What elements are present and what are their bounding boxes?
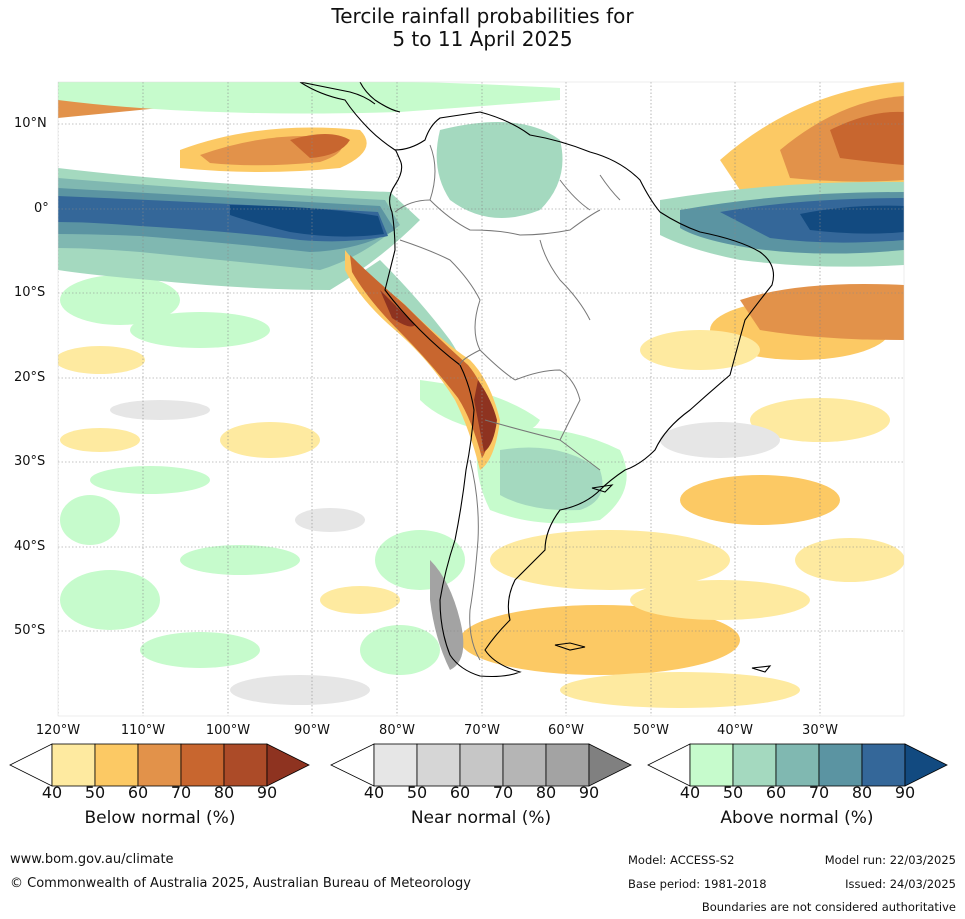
longitude-label: 60°W xyxy=(548,723,584,738)
legend-above-tick: 90 xyxy=(894,783,916,802)
legend-below-tick: 80 xyxy=(213,783,235,802)
legend-near-upper-arrow xyxy=(588,743,632,787)
map-gridlines xyxy=(58,82,904,716)
legend-near-title: Near normal (%) xyxy=(410,808,552,828)
legend-above-tick: 50 xyxy=(722,783,744,802)
legend-near-swatch xyxy=(373,743,418,787)
patagonia-near-normal xyxy=(430,560,464,670)
legend-above-title: Above normal (%) xyxy=(720,808,874,828)
legend-near-tick: 90 xyxy=(578,783,600,802)
latitude-label: 30°S xyxy=(14,454,46,469)
legend-near-tick: 40 xyxy=(363,783,385,802)
latitude-label: 50°S xyxy=(14,623,46,638)
footer-website-link[interactable]: www.bom.gov.au/climate xyxy=(10,852,174,867)
longitude-label: 90°W xyxy=(294,723,330,738)
legend-below-swatch xyxy=(94,743,139,787)
longitude-label: 110°W xyxy=(120,723,166,738)
legend-near-swatch xyxy=(502,743,547,787)
legend-above-tick: 60 xyxy=(765,783,787,802)
legend-bar-below xyxy=(9,743,310,787)
legend-above-lower-arrow xyxy=(647,743,691,787)
footer-disclaimer: Boundaries are not considered authoritat… xyxy=(701,900,956,914)
legend-below-swatch xyxy=(180,743,225,787)
footer-model-run: Model run: 22/03/2025 xyxy=(824,853,956,867)
legend-near-tick: 70 xyxy=(492,783,514,802)
longitude-label: 80°W xyxy=(379,723,415,738)
legend-near-tick: 80 xyxy=(535,783,557,802)
legend-below-swatch xyxy=(223,743,268,787)
legend-below-tick: 40 xyxy=(41,783,63,802)
map-title-line2: 5 to 11 April 2025 xyxy=(392,27,573,51)
legend-near-swatch xyxy=(416,743,461,787)
footer-copyright: © Commonwealth of Australia 2025, Austra… xyxy=(10,876,471,891)
legend-bar-above xyxy=(647,743,948,787)
longitude-label: 50°W xyxy=(633,723,669,738)
map-title-line1: Tercile rainfall probabilities for xyxy=(331,4,634,28)
legend-above-swatch xyxy=(689,743,734,787)
legend-above-swatch xyxy=(775,743,820,787)
legend-below-tick: 60 xyxy=(127,783,149,802)
longitude-label: 120°W xyxy=(35,723,81,738)
andes-below-normal xyxy=(345,250,500,470)
legend-bar-near xyxy=(330,743,632,787)
longitude-label: 30°W xyxy=(802,723,838,738)
legend-near-lower-arrow xyxy=(330,743,375,787)
footer-issued: Issued: 24/03/2025 xyxy=(845,877,956,891)
legend-near-tick: 50 xyxy=(406,783,428,802)
latitude-label: 10°N xyxy=(14,116,47,131)
legend-below-upper-arrow xyxy=(266,743,310,787)
legend-above-swatch xyxy=(861,743,906,787)
footer-model: Model: ACCESS-S2 xyxy=(628,853,735,867)
longitude-label: 100°W xyxy=(205,723,251,738)
latitude-label: 10°S xyxy=(14,285,46,300)
longitude-label: 40°W xyxy=(717,723,753,738)
latitude-label: 0° xyxy=(34,201,49,216)
legend-below-tick: 70 xyxy=(170,783,192,802)
coastline-south-america xyxy=(299,82,775,678)
footer-base-period: Base period: 1981-2018 xyxy=(628,877,767,891)
legend-below-title: Below normal (%) xyxy=(84,808,236,828)
map-frame xyxy=(57,81,905,717)
latitude-label: 40°S xyxy=(14,539,46,554)
legend-below-tick: 90 xyxy=(256,783,278,802)
legend-below-swatch xyxy=(51,743,96,787)
legend-above-tick: 70 xyxy=(808,783,830,802)
longitude-label: 70°W xyxy=(464,723,500,738)
legend-above-swatch xyxy=(818,743,863,787)
probability-patches-above xyxy=(58,82,904,524)
legend-near-swatch xyxy=(459,743,504,787)
latitude-label: 20°S xyxy=(14,370,46,385)
legend-above-tick: 80 xyxy=(851,783,873,802)
legend-above-upper-arrow xyxy=(904,743,948,787)
probability-patches-light xyxy=(58,275,904,708)
legend-below-lower-arrow xyxy=(9,743,53,787)
legend-near-swatch xyxy=(545,743,590,787)
legend-above-tick: 40 xyxy=(679,783,701,802)
legend-near-tick: 60 xyxy=(449,783,471,802)
legend-above-swatch xyxy=(732,743,777,787)
legend-below-tick: 50 xyxy=(84,783,106,802)
legend-below-swatch xyxy=(137,743,182,787)
country-borders xyxy=(394,144,621,661)
